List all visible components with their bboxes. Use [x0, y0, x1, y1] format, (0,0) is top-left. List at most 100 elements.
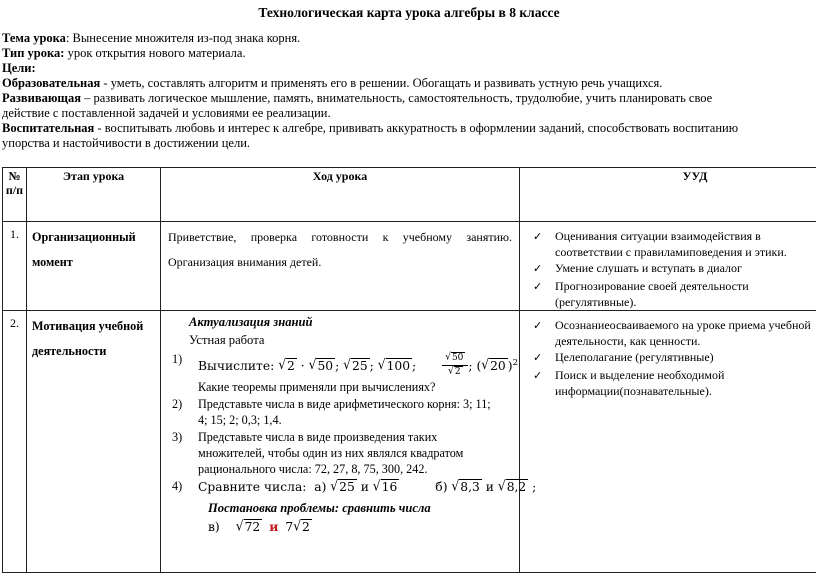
upbringing-goal-paragraph: Воспитательная - воспитывать любовь и ин… — [2, 121, 814, 151]
sqrt-expression: √8,3 — [451, 480, 481, 494]
document-title: Технологическая карта урока алгебры в 8 … — [2, 5, 816, 21]
goals-heading: Цели: — [2, 61, 814, 76]
math-text: и — [357, 480, 373, 494]
row1-number: 1. — [3, 222, 27, 311]
lesson-type-label: Тип урока: — [2, 46, 64, 60]
superscript: 2 — [513, 358, 518, 368]
uud-bullet-item: ✓Умение слушать и вступать в диалог — [533, 260, 816, 277]
row1-flow: Приветствие, проверка готовности к учебн… — [161, 222, 520, 311]
checkmark-icon: ✓ — [533, 349, 555, 366]
educational-goal-paragraph: Образовательная - уметь, составлять алго… — [2, 76, 814, 91]
math-text: 7 — [285, 520, 293, 534]
math-text: ; — [335, 359, 343, 373]
sqrt-expression: √100 — [378, 359, 412, 373]
math-text: ; ( — [468, 359, 481, 373]
radical-sign-icon: √ — [481, 351, 489, 378]
radical-sign-icon: √ — [451, 476, 459, 496]
educational-goal-text: - уметь, составлять алгоритм и применять… — [100, 76, 662, 90]
math-text: ; — [412, 359, 416, 373]
sqrt-expression: √16 — [373, 480, 400, 494]
checkmark-icon: ✓ — [533, 228, 555, 260]
calculate-expression: Вычислите: √2 · √50; √25; √100;√50√2; (√… — [198, 351, 515, 379]
fraction: √50√2 — [442, 353, 468, 378]
uud-bullet-text: Прогнозирование своей деятельности (регу… — [555, 278, 749, 310]
math-text: ; — [528, 480, 536, 494]
oral-work-subheading: Устная работа — [167, 332, 515, 348]
radicand: 72 — [244, 519, 263, 534]
math-text: Сравните числа: а) — [198, 480, 330, 494]
sqrt-expression: √50 — [445, 353, 465, 363]
header-number: № п/п — [3, 168, 27, 222]
goals-label: Цели: — [2, 61, 36, 75]
row1-stage: Организационный момент — [27, 222, 161, 311]
uud-bullet-item: ✓Поиск и выделение необходимой информаци… — [533, 367, 816, 399]
lesson-topic-paragraph: Тема урока: Вынесение множителя из-под з… — [2, 31, 814, 46]
row1-uud: ✓Оценивания ситуации взаимодействия в со… — [520, 222, 816, 311]
item-number: 4) — [167, 478, 198, 496]
fraction-numerator: √50 — [442, 353, 468, 366]
uud-bullet-text: Умение слушать и вступать в диалог — [555, 260, 742, 277]
exercise-item-2: 2) Представьте числа в виде арифметическ… — [167, 396, 515, 428]
row2-stage: Мотивация учебной деятельности — [27, 311, 161, 573]
radical-sign-icon: √ — [236, 516, 244, 536]
radicand: 2 — [286, 358, 297, 373]
checkmark-icon: ✓ — [533, 278, 555, 310]
math-text: · — [297, 359, 309, 373]
row2-number: 2. — [3, 311, 27, 573]
row1-flow-line2: Организация внимания детей. — [168, 250, 512, 275]
lesson-plan-table: № п/п Этап урока Ход урока УУД 1. Органи… — [2, 167, 816, 573]
upbringing-goal-label: Воспитательная — [2, 121, 94, 135]
radical-sign-icon: √ — [378, 351, 386, 378]
lesson-type-text: урок открытия нового материала. — [64, 46, 245, 60]
radical-sign-icon: √ — [330, 476, 338, 496]
math-text: ; — [370, 359, 378, 373]
sqrt-expression: √50 — [309, 359, 336, 373]
uud-bullet-text: Осознаниеосваиваемого на уроке приема уч… — [555, 317, 811, 349]
radicand: 16 — [381, 479, 400, 494]
lesson-topic-text: : Вынесение множителя из-под знака корня… — [66, 31, 300, 45]
uud-bullet-text: Поиск и выделение необходимой информации… — [555, 367, 724, 399]
math-text: б) — [435, 480, 451, 494]
item-number: 2) — [167, 396, 198, 428]
table-row: 2. Мотивация учебной деятельности Актуал… — [3, 311, 816, 573]
checkmark-icon: ✓ — [533, 367, 555, 399]
radicand: 50 — [451, 352, 465, 363]
uud-bullet-text: Оценивания ситуации взаимодействия в соо… — [555, 228, 787, 260]
radical-sign-icon: √ — [445, 352, 451, 364]
uud-bullet-text: Целеполагание (регулятивные) — [555, 349, 714, 366]
radicand: 2 — [454, 366, 463, 377]
table-header-row: № п/п Этап урока Ход урока УУД — [3, 168, 816, 222]
radicand: 25 — [351, 358, 370, 373]
checkmark-icon: ✓ — [533, 317, 555, 349]
sqrt-expression: √25 — [343, 359, 370, 373]
problem-statement-heading: Постановка проблемы: сравнить числа — [167, 500, 515, 516]
uud-bullet-item: ✓Прогнозирование своей деятельности (рег… — [533, 278, 816, 310]
theorems-question: Какие теоремы применяли при вычислениях? — [198, 379, 515, 395]
red-connector-text: и — [269, 519, 278, 534]
uud-bullet-item: ✓Оценивания ситуации взаимодействия в со… — [533, 228, 816, 260]
header-stage: Этап урока — [27, 168, 161, 222]
radical-sign-icon: √ — [448, 366, 454, 378]
radicand: 25 — [338, 479, 357, 494]
header-flow: Ход урока — [161, 168, 520, 222]
exercise-item-3: 3) Представьте числа в виде произведения… — [167, 429, 515, 477]
item-text: Представьте числа в виде арифметического… — [198, 396, 515, 428]
radicand: 8,3 — [459, 479, 482, 494]
lesson-type-paragraph: Тип урока: урок открытия нового материал… — [2, 46, 814, 61]
radicand: 50 — [316, 358, 335, 373]
radicand: 2 — [301, 519, 312, 534]
fraction-denominator: √2 — [442, 366, 468, 378]
radical-sign-icon: √ — [309, 351, 317, 378]
radical-sign-icon: √ — [293, 516, 301, 536]
sqrt-expression: √2 — [278, 359, 297, 373]
exercise-item-1: 1) Вычислите: √2 · √50; √25; √100;√50√2;… — [167, 351, 515, 395]
radical-sign-icon: √ — [343, 351, 351, 378]
radical-sign-icon: √ — [498, 476, 506, 496]
sqrt-expression: √2 — [293, 520, 312, 534]
sqrt-expression: √2 — [448, 367, 462, 377]
lesson-topic-label: Тема урока — [2, 31, 66, 45]
